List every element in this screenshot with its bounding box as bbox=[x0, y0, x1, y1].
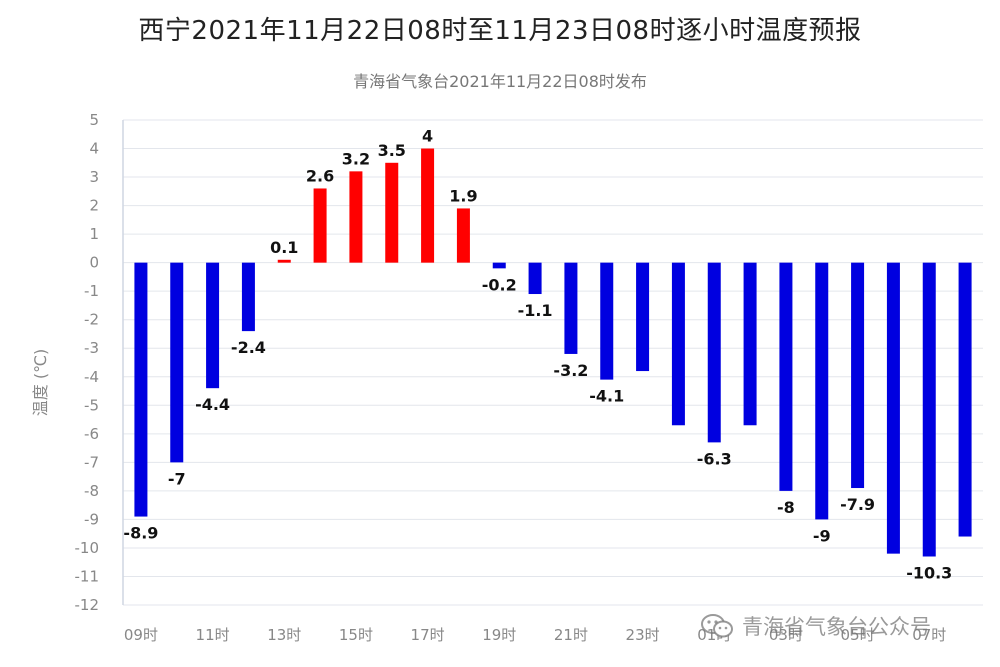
bar-00时 bbox=[671, 262, 685, 426]
bar-23时 bbox=[636, 262, 650, 372]
bar-12时 bbox=[241, 262, 255, 332]
bar-13时 bbox=[277, 259, 291, 263]
x-tick-label: 05时 bbox=[841, 626, 875, 644]
data-label-20时: -1.1 bbox=[518, 301, 553, 320]
bar-07时 bbox=[922, 262, 936, 557]
grid-layer bbox=[123, 119, 983, 606]
y-axis-title: 温度 (℃) bbox=[31, 349, 50, 417]
axis-layer: 5 4 3 2 1 0 -1 -2 -3 -4 -5 -6 -7 -8 -9 -10 -11 -12 温度 (℃) 0… bbox=[31, 111, 946, 644]
bar-04时 bbox=[815, 262, 829, 520]
bar-05时 bbox=[851, 262, 865, 489]
bar-15时 bbox=[349, 171, 363, 263]
y-tick-label: -2 bbox=[84, 311, 99, 329]
data-label-04时: -9 bbox=[813, 526, 831, 545]
bar-layer bbox=[134, 148, 972, 557]
chart-subtitle: 青海省气象台2021年11月22日08时发布 bbox=[353, 72, 647, 91]
bar-10时 bbox=[170, 262, 184, 463]
x-tick-label: 11时 bbox=[196, 626, 230, 644]
data-label-15时: 3.2 bbox=[342, 149, 370, 168]
bar-20时 bbox=[528, 262, 542, 295]
y-tick-label: 4 bbox=[89, 140, 99, 158]
x-tick-label: 09时 bbox=[124, 626, 158, 644]
y-tick-label: 5 bbox=[89, 111, 99, 129]
bar-02时 bbox=[743, 262, 757, 426]
watermark-text: 青海省气象台公众号 bbox=[742, 615, 931, 639]
data-label-14时: 2.6 bbox=[306, 166, 334, 185]
data-label-22时: -4.1 bbox=[589, 387, 624, 406]
bar-19时 bbox=[492, 262, 506, 269]
y-tick-label: -7 bbox=[84, 453, 99, 471]
data-label-03时: -8 bbox=[777, 498, 795, 517]
wechat-icon bbox=[701, 614, 733, 638]
x-tick-label: 21时 bbox=[554, 626, 588, 644]
bar-22时 bbox=[600, 262, 614, 380]
data-label-13时: 0.1 bbox=[270, 238, 298, 257]
y-tick-label: 3 bbox=[89, 168, 99, 186]
y-tick-label: 2 bbox=[89, 197, 99, 215]
x-tick-label: 23时 bbox=[626, 626, 660, 644]
bar-11时 bbox=[206, 262, 220, 389]
bar-06时 bbox=[886, 262, 900, 554]
y-tick-label: -5 bbox=[84, 396, 99, 414]
bar-14时 bbox=[313, 188, 327, 263]
data-label-05时: -7.9 bbox=[840, 495, 875, 514]
data-label-18时: 1.9 bbox=[449, 186, 477, 205]
y-tick-label: -12 bbox=[75, 596, 100, 614]
x-tick-label: 17时 bbox=[411, 626, 445, 644]
y-tick-label: 1 bbox=[89, 225, 99, 243]
y-tick-label: -11 bbox=[75, 567, 100, 585]
data-label-10时: -7 bbox=[168, 469, 186, 488]
y-tick-label: 0 bbox=[89, 254, 99, 272]
y-tick-label: -3 bbox=[84, 339, 99, 357]
y-tick-label: -6 bbox=[84, 425, 99, 443]
data-label-09时: -8.9 bbox=[123, 524, 158, 543]
data-label-16时: 3.5 bbox=[378, 141, 406, 160]
y-tick-label: -4 bbox=[84, 368, 99, 386]
data-label-21时: -3.2 bbox=[553, 361, 588, 380]
bar-03时 bbox=[779, 262, 793, 491]
x-tick-label: 19时 bbox=[482, 626, 516, 644]
bar-17时 bbox=[421, 148, 435, 263]
y-tick-label: -8 bbox=[84, 482, 99, 500]
x-tick-label: 07时 bbox=[912, 626, 946, 644]
bar-09时 bbox=[134, 262, 148, 517]
bar-08时 bbox=[958, 262, 972, 537]
x-tick-label: 03时 bbox=[769, 626, 803, 644]
y-tick-label: -10 bbox=[75, 539, 100, 557]
y-tick-label: -1 bbox=[84, 282, 99, 300]
bar-16时 bbox=[385, 162, 399, 263]
watermark: 青海省气象台公众号 bbox=[700, 606, 931, 646]
data-label-17时: 4 bbox=[422, 127, 433, 146]
data-label-07时: -10.3 bbox=[906, 564, 952, 583]
data-label-layer: -8.9 -7 -4.4 -2.4 0.1 2.6 3.2 3.5 4 1.9 -0.2-1.1 -3… bbox=[123, 127, 952, 583]
data-label-12时: -2.4 bbox=[231, 338, 266, 357]
x-tick-label: 13时 bbox=[267, 626, 301, 644]
bar-01时 bbox=[707, 262, 721, 443]
data-label-01时: -6.3 bbox=[697, 449, 732, 468]
chart-title: 西宁2021年11月22日08时至11月23日08时逐小时温度预报 bbox=[138, 16, 862, 46]
data-label-19时: -0.2 bbox=[482, 275, 517, 294]
x-tick-label: 15时 bbox=[339, 626, 373, 644]
y-tick-label: -9 bbox=[84, 510, 99, 528]
bar-21时 bbox=[564, 262, 578, 354]
bar-18时 bbox=[456, 208, 470, 263]
data-label-11时: -4.4 bbox=[195, 395, 230, 414]
